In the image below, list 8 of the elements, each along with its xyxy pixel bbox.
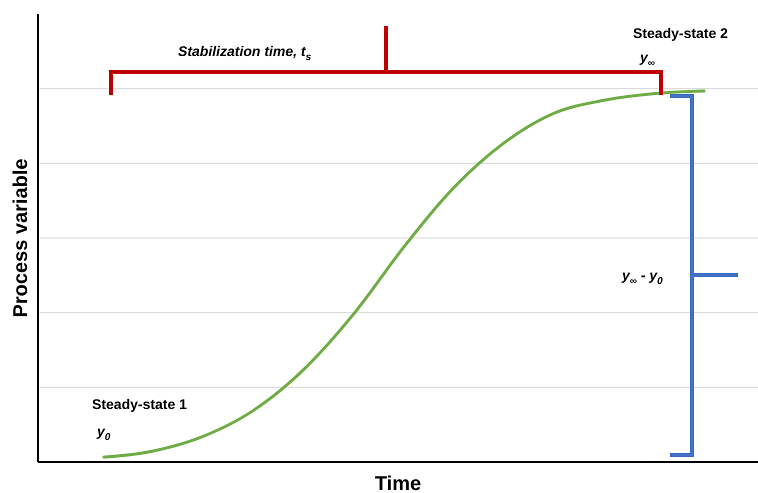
annotation: Steady-state 1 (92, 396, 188, 412)
annotation: y$_{∞}$ - y$_{0}$ (621, 267, 664, 287)
y-axis-title: Process variable (10, 158, 32, 318)
x-axis-title: Time (374, 473, 422, 493)
text: Steady-state 2 (633, 25, 728, 41)
text: y$_{∞}$ (639, 49, 655, 69)
annotation: y$_{0}$ (96, 423, 111, 443)
text: Stabilization time, t$_{s}$ (178, 43, 312, 63)
